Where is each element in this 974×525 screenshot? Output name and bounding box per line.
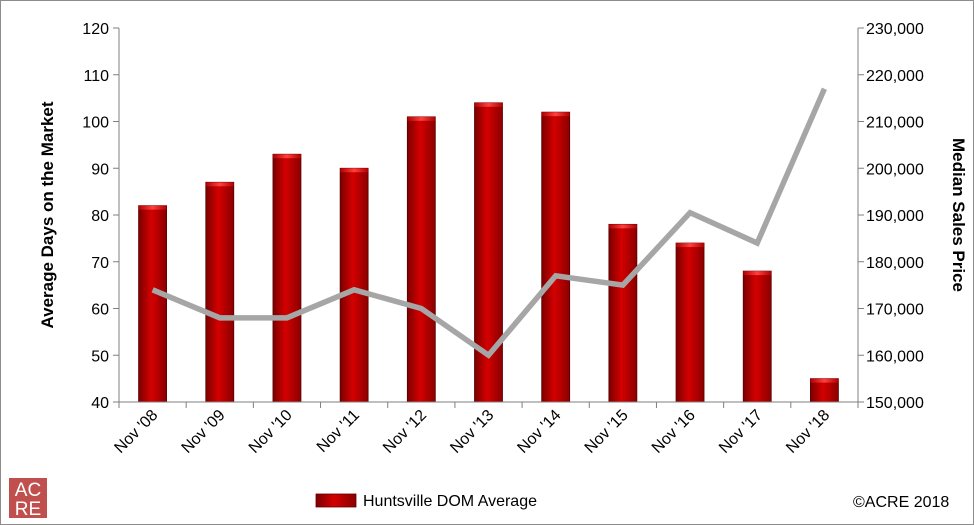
bar-body xyxy=(608,223,638,403)
logo-line-2: RE xyxy=(15,499,41,520)
y-tick-label: 70 xyxy=(91,255,109,272)
bar-top xyxy=(676,243,705,248)
y2-tick-label: 170,000 xyxy=(866,302,924,319)
line-layer xyxy=(151,87,827,359)
y2-tick-label: 180,000 xyxy=(866,255,924,272)
x-tick-label: Nov '16 xyxy=(649,407,699,457)
x-tick-label: Nov '17 xyxy=(716,407,766,457)
y2-tick-label: 190,000 xyxy=(866,208,924,225)
bar-top xyxy=(810,378,839,383)
bar-top xyxy=(138,205,167,210)
bar-top xyxy=(407,116,436,121)
y2-tick-label: 160,000 xyxy=(866,348,924,365)
bar-body xyxy=(205,181,235,403)
bar-top xyxy=(743,271,772,276)
y-tick-label: 90 xyxy=(91,161,109,178)
copyright-text: ©ACRE 2018 xyxy=(853,494,949,511)
x-tick-label: Nov '12 xyxy=(380,407,430,457)
bar-body xyxy=(339,167,369,403)
bar xyxy=(742,270,772,403)
bar-body xyxy=(742,270,772,403)
y-tick-label: 100 xyxy=(82,115,109,132)
y-tick-label: 40 xyxy=(91,395,109,412)
bar-body xyxy=(272,153,302,403)
bar xyxy=(339,167,369,403)
y2-axis-title: Median Sales Price xyxy=(949,138,968,292)
y-tick-label: 60 xyxy=(91,302,109,319)
bar-body xyxy=(406,116,436,403)
bar-body xyxy=(138,205,167,403)
bar xyxy=(138,205,167,403)
legend-swatch xyxy=(315,493,357,508)
x-tick-label: Nov '11 xyxy=(314,407,363,456)
x-tick-label: Nov '10 xyxy=(246,407,296,457)
y-tick-label: 110 xyxy=(83,68,109,85)
bar-top xyxy=(608,224,637,229)
bar xyxy=(205,181,235,403)
y-axis-title: Average Days on the Market xyxy=(38,101,57,328)
acre-logo: AC RE xyxy=(9,478,47,520)
bar-top xyxy=(340,168,369,173)
bar-body xyxy=(675,242,705,403)
legend-label: Huntsville DOM Average xyxy=(363,493,537,510)
bar xyxy=(608,223,638,403)
logo-box xyxy=(9,478,47,518)
bar-top xyxy=(272,154,301,159)
x-tick-label: Nov '15 xyxy=(582,407,632,457)
y2-tick-label: 230,000 xyxy=(866,21,924,38)
y-tick-label: 120 xyxy=(82,21,109,38)
y-tick-label: 80 xyxy=(91,208,109,225)
bar xyxy=(810,378,839,403)
price-line xyxy=(151,87,827,359)
y-tick-label: 50 xyxy=(91,348,109,365)
y2-tick-label: 150,000 xyxy=(866,395,924,412)
bar xyxy=(541,111,571,403)
bar xyxy=(675,242,705,403)
y2-tick-label: 220,000 xyxy=(866,68,924,85)
y2-tick-label: 200,000 xyxy=(866,161,924,178)
bar-body xyxy=(541,111,571,403)
bar xyxy=(406,116,436,403)
x-tick-label: Nov '14 xyxy=(514,407,564,457)
legend: Huntsville DOM Average xyxy=(315,493,537,510)
x-tick-label: Nov '18 xyxy=(783,407,833,457)
logo-line-1: AC xyxy=(15,480,41,501)
x-tick-label: Nov '13 xyxy=(447,407,497,457)
bar-top xyxy=(474,102,503,107)
x-tick-label: Nov '08 xyxy=(111,407,161,457)
bar xyxy=(272,153,302,403)
y2-tick-label: 210,000 xyxy=(866,115,924,132)
bar-top xyxy=(205,182,234,187)
x-tick-label: Nov '09 xyxy=(179,407,229,457)
bar-top xyxy=(541,112,570,117)
